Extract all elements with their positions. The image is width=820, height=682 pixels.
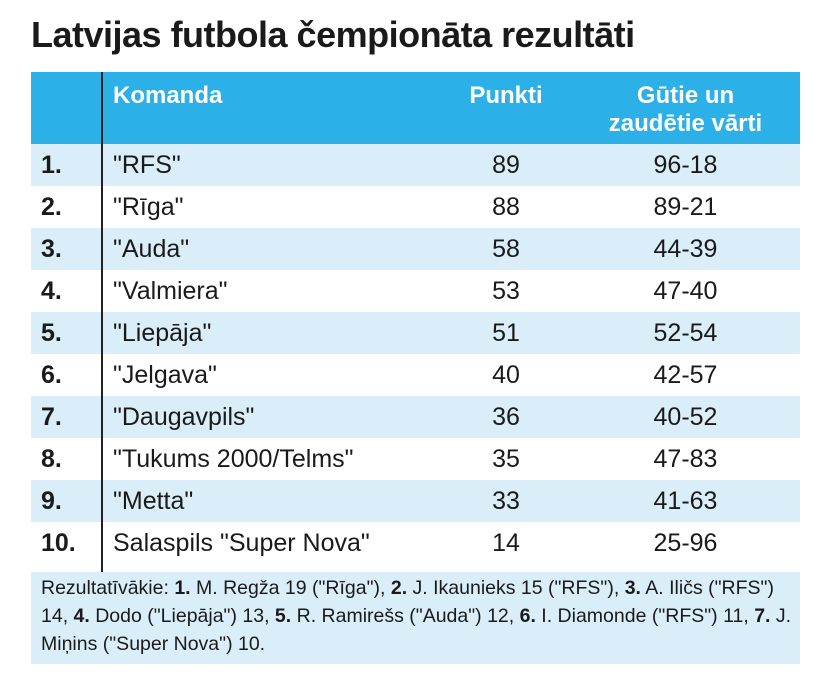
row-rank: 2. — [41, 192, 62, 221]
header-goals-line1: Gūtie un — [636, 82, 735, 109]
scorer-entry: J. Miņins ("Super Nova") 10. — [41, 605, 792, 655]
page-title: Latvijas futbola čempionāta rezultāti — [31, 14, 635, 55]
table-row: 2. "Rīga" 88 89-21 — [31, 186, 800, 228]
row-rank: 6. — [41, 360, 62, 389]
row-points: 51 — [492, 318, 520, 347]
row-rank: 3. — [41, 234, 62, 263]
row-goals: 52-54 — [653, 318, 718, 347]
row-team: "Tukums 2000/Telms" — [113, 444, 354, 473]
table-row: 8. "Tukums 2000/Telms" 35 47-83 — [31, 438, 800, 480]
header-goals-line2: zaudētie vārti — [608, 110, 763, 137]
scorer-rank: 5. — [274, 605, 292, 627]
table-row: 4. "Valmiera" 53 47-40 — [31, 270, 800, 312]
table-row: 7. "Daugavpils" 36 40-52 — [31, 396, 800, 438]
scorer-entry: M. Regža 19 ("Rīga"), — [190, 577, 391, 599]
row-points: 14 — [492, 528, 520, 557]
row-team: "Liepāja" — [113, 318, 212, 347]
row-team: "Auda" — [113, 234, 190, 263]
row-rank: 8. — [41, 444, 62, 473]
scorer-entry: Dodo ("Liepāja") 13, — [89, 605, 275, 627]
row-points: 53 — [492, 276, 520, 305]
row-rank: 4. — [41, 276, 62, 305]
row-team: "Jelgava" — [113, 360, 217, 389]
table-row: 3. "Auda" 58 44-39 — [31, 228, 800, 270]
scorer-entry: R. Ramirešs ("Auda") 12, — [291, 605, 520, 627]
table-body: 1. "RFS" 89 96-18 2. "Rīga" 88 89-21 3. "Auda" 58 4… — [31, 144, 800, 564]
table-row: 1. "RFS" 89 96-18 — [31, 144, 800, 186]
standings-table: Komanda Punkti Gūtie un zaudētie vārti 1… — [31, 72, 800, 564]
row-points: 88 — [492, 192, 520, 221]
row-goals: 47-83 — [653, 444, 718, 473]
row-goals: 96-18 — [653, 150, 718, 179]
row-points: 33 — [492, 486, 520, 515]
scorer-rank: 4. — [73, 605, 90, 627]
row-points: 35 — [492, 444, 520, 473]
row-goals: 89-21 — [653, 192, 718, 221]
row-team: "RFS" — [113, 150, 181, 179]
column-divider — [101, 72, 103, 572]
row-team: "Rīga" — [113, 192, 184, 221]
row-goals: 40-52 — [653, 402, 718, 431]
row-team: "Metta" — [113, 486, 194, 515]
table-row: 6. "Jelgava" 40 42-57 — [31, 354, 800, 396]
row-points: 58 — [492, 234, 520, 263]
row-points: 36 — [492, 402, 520, 431]
scorer-rank: 1. — [174, 577, 191, 599]
row-goals: 25-96 — [653, 528, 718, 557]
row-rank: 9. — [41, 486, 62, 515]
scorer-entry: A. Iličs ("RFS") 14, — [41, 577, 774, 627]
row-team: Salaspils "Super Nova" — [113, 528, 370, 557]
row-rank: 10. — [41, 528, 76, 557]
table-row: 10. Salaspils "Super Nova" 14 25-96 — [31, 522, 800, 564]
row-rank: 5. — [41, 318, 62, 347]
row-goals: 41-63 — [653, 486, 718, 515]
scorer-rank: 6. — [519, 605, 536, 627]
top-scorers-label: Rezultatīvākie: — [41, 577, 169, 599]
header-points: Punkti — [469, 82, 543, 109]
row-team: "Valmiera" — [113, 276, 228, 305]
header-goals: Gūtie un zaudētie vārti — [571, 72, 800, 144]
table-row: 5. "Liepāja" 51 52-54 — [31, 312, 800, 354]
table-header: Komanda Punkti Gūtie un zaudētie vārti — [31, 72, 800, 144]
row-goals: 42-57 — [653, 360, 718, 389]
row-rank: 7. — [41, 402, 62, 431]
row-goals: 44-39 — [653, 234, 718, 263]
scorer-entry: I. Diamonde ("RFS") 11, — [535, 605, 755, 627]
row-points: 89 — [492, 150, 520, 179]
scorer-rank: 3. — [624, 577, 641, 599]
top-scorers: Rezultatīvākie: 1. M. Regža 19 ("Rīga"),… — [31, 572, 800, 664]
row-goals: 47-40 — [653, 276, 718, 305]
top-scorers-list: 1. M. Regža 19 ("Rīga"), 2. J. Ikaunieks… — [41, 577, 791, 655]
scorer-entry: J. Ikaunieks 15 ("RFS"), — [407, 577, 625, 599]
row-rank: 1. — [41, 150, 62, 179]
row-team: "Daugavpils" — [113, 402, 255, 431]
scorer-rank: 2. — [390, 577, 408, 599]
row-points: 40 — [492, 360, 520, 389]
scorer-rank: 7. — [754, 605, 771, 627]
header-team: Komanda — [113, 82, 223, 109]
table-row: 9. "Metta" 33 41-63 — [31, 480, 800, 522]
